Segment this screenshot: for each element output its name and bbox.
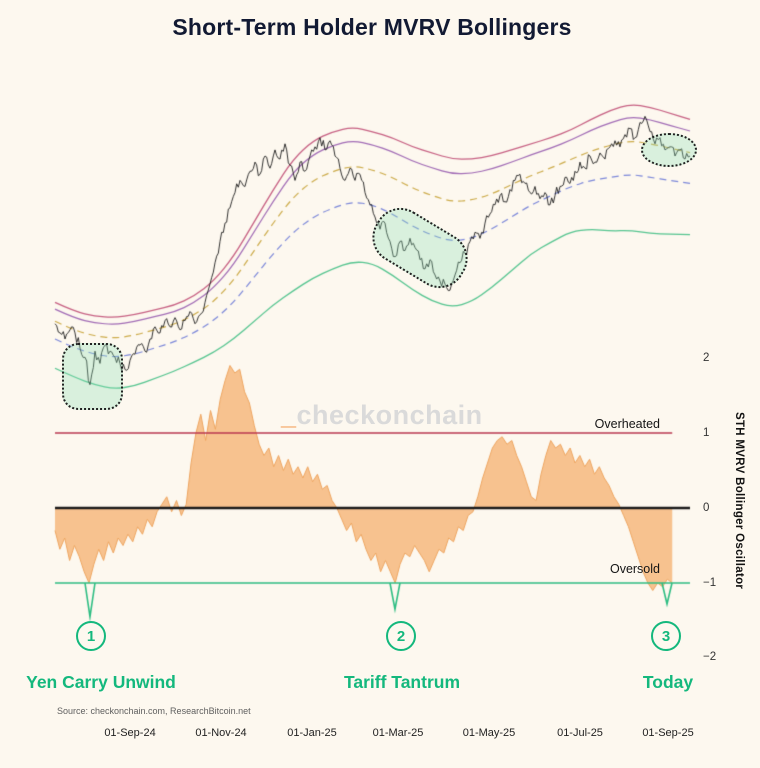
- right-axis-tick-neg2: −2: [703, 651, 717, 663]
- page-title: Short-Term Holder MVRV Bollingers: [172, 14, 572, 40]
- annotation-number: 3: [661, 627, 671, 645]
- annotation-label-today: Today: [642, 672, 694, 692]
- right-axis-tick-2: 2: [703, 352, 710, 364]
- annotation-number: 1: [86, 627, 96, 645]
- right-axis-tick-0: 0: [703, 502, 710, 514]
- annotation-circle-1: 1: [76, 621, 106, 651]
- overheated-label: Overheated: [594, 417, 660, 431]
- annotation-circle-2: 2: [386, 621, 416, 651]
- annotation-number: 2: [396, 627, 406, 645]
- x-axis-tick: 01-Mar-25: [372, 727, 424, 739]
- x-axis-tick: 01-Jan-25: [287, 727, 337, 739]
- source-note: Source: checkonchain.com, ResearchBitcoi…: [57, 706, 251, 716]
- x-axis-tick: 01-Jul-25: [557, 727, 603, 739]
- watermark-name: checkonchain: [296, 400, 483, 430]
- oversold-label: Oversold: [609, 562, 660, 576]
- right-axis-tick-neg1: −1: [703, 577, 717, 589]
- x-axis-tick: 01-Sep-25: [642, 727, 694, 739]
- right-axis-tick-1: 1: [703, 427, 710, 439]
- x-axis-tick: 01-May-25: [462, 727, 516, 739]
- right-axis-title: STH MVRV Bollinger Oscillator: [733, 412, 745, 590]
- annotation-circle-3: 3: [651, 621, 681, 651]
- x-axis-tick: 01-Nov-24: [195, 727, 247, 739]
- x-axis-tick: 01-Sep-24: [104, 727, 156, 739]
- highlight-region-yen-carry: [62, 343, 123, 410]
- watermark: _checkonchain: [281, 400, 483, 431]
- annotation-label-yen-carry: Yen Carry Unwind: [26, 672, 176, 692]
- annotation-label-tariff: Tariff Tantrum: [343, 672, 461, 692]
- highlight-region-today: [641, 133, 697, 167]
- watermark-underscore-icon: _: [281, 400, 297, 430]
